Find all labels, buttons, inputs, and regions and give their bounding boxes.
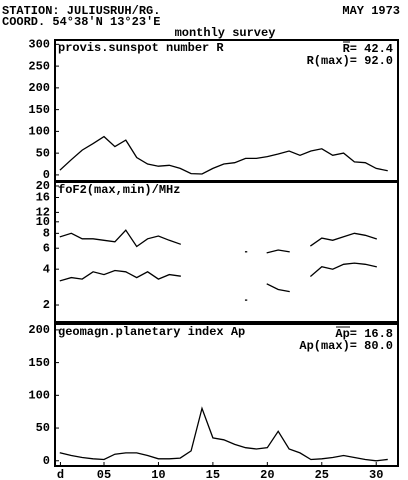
x-tick-label: d (57, 468, 64, 480)
annotation: Ap= 16.8 (335, 327, 393, 341)
y-tick-label: 16 (36, 191, 50, 205)
y-tick-label: 200 (28, 323, 50, 337)
y-tick-label: 2 (43, 298, 50, 312)
data-line (59, 229, 182, 248)
y-tick-label: 12 (36, 206, 50, 220)
y-tick-label: 0 (43, 168, 50, 182)
station: STATION: JULIUSRUH/RG. (2, 4, 160, 18)
data-line (59, 269, 181, 282)
x-tick-label: 10 (151, 468, 165, 480)
data-line (59, 135, 388, 175)
panel-title: provis.sunspot number R (58, 41, 224, 55)
x-tick-label: 20 (260, 468, 274, 480)
y-tick-label: 150 (28, 103, 50, 117)
y-tick-label: 8 (43, 227, 50, 241)
annotation: Ap(max)= 80.0 (299, 339, 393, 353)
y-tick-label: 50 (36, 146, 50, 160)
y-tick-label: 150 (28, 356, 50, 370)
coord: COORD. 54°38'N 13°23'E (2, 15, 160, 29)
y-tick-label: 200 (28, 81, 50, 95)
y-tick-label: 4 (43, 262, 50, 276)
data-line (309, 262, 377, 278)
annotation: R(max)= 92.0 (307, 54, 393, 68)
y-tick-label: 250 (28, 59, 50, 73)
panel-title: geomagn.planetary index Ap (58, 325, 245, 339)
y-tick-label: 300 (28, 38, 50, 52)
panel-title: foF2(max,min)/MHz (58, 183, 180, 197)
y-tick-label: 20 (36, 179, 50, 193)
y-tick-label: 6 (43, 241, 50, 255)
date: MAY 1973 (342, 4, 400, 18)
y-tick-label: 100 (28, 125, 50, 139)
annotation: R= 42.4 (343, 42, 393, 56)
y-tick-label: 0 (43, 454, 50, 468)
subtitle: monthly survey (175, 26, 276, 40)
y-tick-label: 100 (28, 388, 50, 402)
x-tick-label: 25 (315, 468, 329, 480)
x-tick-label: 05 (97, 468, 111, 480)
y-tick-label: 50 (36, 421, 50, 435)
data-line (59, 406, 388, 462)
data-line (266, 249, 290, 254)
data-line (266, 283, 290, 293)
data-line (309, 232, 378, 247)
x-tick-label: 30 (369, 468, 383, 480)
panel-frame (54, 181, 399, 323)
x-tick-label: 15 (206, 468, 220, 480)
y-tick-label: 10 (36, 215, 50, 229)
